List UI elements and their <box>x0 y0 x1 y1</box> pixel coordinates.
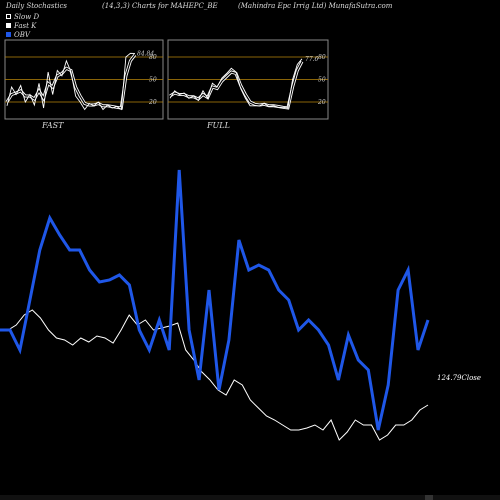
fast-panel-title: FAST <box>41 121 64 130</box>
bottom-strip <box>0 495 500 500</box>
fast-tick-20: 20 <box>148 99 157 106</box>
fast-slow-d-core <box>6 54 136 109</box>
full-panel: 80 50 20 77.6 FULL <box>167 39 329 130</box>
legend-item-slow-d: Slow D <box>6 12 39 21</box>
fast-tick-50: 50 <box>149 77 157 84</box>
legend-swatch-slow-d <box>6 14 11 19</box>
close-value-number: 124.79 <box>437 374 462 382</box>
legend: Slow D Fast K OBV <box>6 12 39 39</box>
full-tick-50: 50 <box>318 77 326 84</box>
full-last-value: 77.6 <box>305 56 319 63</box>
full-tick-20: 20 <box>317 99 326 106</box>
header-center: (14,3,3) Charts for MAHEPC_BE <box>102 2 218 10</box>
full-panel-title: FULL <box>206 121 230 130</box>
legend-label-obv: OBV <box>14 30 30 39</box>
legend-item-fast-k: Fast K <box>6 21 39 30</box>
obv-line <box>0 169 430 431</box>
fast-tick-80: 80 <box>149 54 157 61</box>
legend-swatch-obv <box>6 32 11 37</box>
fast-panel: 80 50 20 84.84 FAST <box>4 39 164 130</box>
legend-item-obv: OBV <box>6 30 39 39</box>
header-left: Daily Stochastics <box>6 2 68 10</box>
close-value-label: 124.79Close <box>437 374 481 382</box>
full-k-line <box>169 58 303 109</box>
bottom-mark <box>425 495 433 500</box>
close-value-suffix: Close <box>462 374 482 382</box>
legend-label-slow-d: Slow D <box>14 12 40 21</box>
price-close-line <box>0 309 429 441</box>
main-panel: 124.79Close <box>0 169 500 500</box>
fast-fast-k-line <box>6 52 136 111</box>
legend-swatch-fast-k <box>6 23 11 28</box>
fast-last-value: 84.84 <box>137 50 154 57</box>
header-right: (Mahindra Epc Irrig Ltd) MunafaSutra.com <box>238 2 393 10</box>
full-tick-80: 80 <box>318 54 326 61</box>
legend-label-fast-k: Fast K <box>14 21 37 30</box>
